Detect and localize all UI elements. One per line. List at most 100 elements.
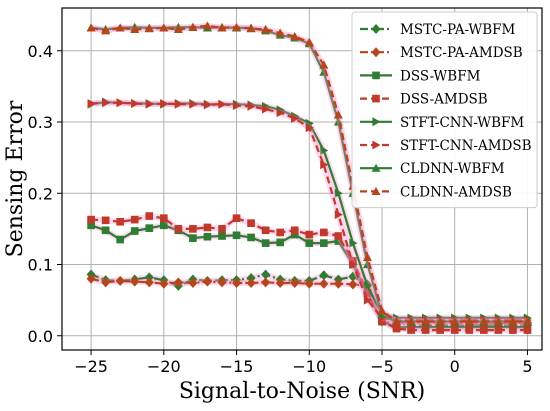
legend-marker <box>372 71 380 80</box>
data-point <box>334 232 343 240</box>
data-point <box>246 278 256 289</box>
y-tick-label: 0.0 <box>28 327 53 346</box>
x-tick-label: −5 <box>370 357 394 376</box>
data-point <box>319 270 329 281</box>
data-point <box>145 224 154 232</box>
data-point <box>276 108 285 118</box>
data-point <box>261 239 270 247</box>
y-axis-title: Sensing Error <box>3 100 28 257</box>
x-tick-label: −15 <box>220 357 254 376</box>
legend-label: STFT-CNN-WBFM <box>400 115 524 131</box>
data-point <box>144 277 154 288</box>
data-point <box>173 277 183 288</box>
data-point <box>363 281 372 291</box>
data-point <box>305 123 314 133</box>
data-point <box>188 278 198 289</box>
data-point <box>508 317 518 326</box>
series-cldnn-amdsb <box>86 21 532 326</box>
y-tick-label: 0.2 <box>28 184 53 203</box>
data-point <box>320 160 329 170</box>
data-point <box>189 234 197 242</box>
data-point <box>290 278 300 289</box>
series-dss-amdsb <box>87 212 532 334</box>
legend-label: DSS-WBFM <box>400 68 481 84</box>
data-point <box>276 238 285 247</box>
data-point <box>291 113 300 123</box>
x-tick-label: 5 <box>522 357 532 376</box>
data-point <box>102 98 111 108</box>
legend-label: CLDNN-WBFM <box>400 161 505 177</box>
data-point <box>304 37 314 46</box>
data-point <box>115 23 125 32</box>
x-tick-label: −25 <box>74 357 108 376</box>
data-point <box>275 278 285 289</box>
legend-label: DSS-AMDSB <box>400 92 488 108</box>
legend-label: STFT-CNN-AMDSB <box>400 138 532 154</box>
data-point <box>334 237 343 245</box>
data-point <box>87 215 95 224</box>
legend-item: MSTC-PA-AMDSB <box>360 45 523 61</box>
axis-ticks: −25 −20 −15 −10 −5 0 5 0.0 0.1 0.2 0.3 0.4 <box>28 42 533 376</box>
data-point <box>464 317 474 326</box>
legend-item: STFT-CNN-WBFM <box>360 115 524 131</box>
data-point <box>101 226 110 235</box>
data-point <box>494 326 503 334</box>
data-point <box>116 217 125 226</box>
data-point <box>87 98 96 108</box>
data-point <box>217 23 227 32</box>
data-point <box>232 231 241 240</box>
data-point <box>159 278 169 289</box>
legend-item: CLDNN-WBFM <box>360 161 505 177</box>
legend-marker <box>372 94 380 103</box>
legend-marker <box>372 140 381 150</box>
data-point <box>421 326 430 334</box>
data-point <box>435 317 445 326</box>
data-point <box>421 317 431 326</box>
data-point <box>232 214 241 223</box>
data-point <box>333 110 343 119</box>
data-point <box>189 99 198 109</box>
data-point <box>334 210 343 220</box>
data-point <box>362 252 372 261</box>
data-point <box>290 226 299 235</box>
x-tick-label: −20 <box>147 357 181 376</box>
data-point <box>522 317 532 326</box>
data-point <box>160 98 169 108</box>
data-point <box>101 26 111 35</box>
data-point <box>523 326 532 334</box>
data-point <box>334 188 343 198</box>
data-point <box>450 317 460 326</box>
data-point <box>159 221 168 230</box>
data-point <box>203 232 212 241</box>
data-point <box>232 101 242 111</box>
data-point <box>86 23 96 32</box>
legend-marker <box>371 163 381 172</box>
data-point <box>217 277 227 288</box>
data-point <box>275 28 285 37</box>
legend-marker <box>371 186 381 195</box>
data-point <box>144 24 154 33</box>
legend-box <box>351 11 538 209</box>
data-point <box>130 24 140 33</box>
legend-marker <box>371 24 381 34</box>
data-point <box>232 22 242 31</box>
data-point <box>202 21 212 30</box>
data-point <box>320 146 329 155</box>
data-point <box>115 275 125 286</box>
data-point <box>377 306 387 315</box>
data-point <box>392 317 402 326</box>
data-point <box>290 32 300 41</box>
legend-marker <box>371 47 381 58</box>
data-point <box>349 238 358 248</box>
legend-item: DSS-AMDSB <box>360 92 488 108</box>
y-tick-label: 0.4 <box>28 42 53 61</box>
legend: MSTC-PA-WBFM MSTC-PA-AMDSB DSS-WBFM DSS-AMD… <box>351 11 538 209</box>
data-point <box>116 235 125 244</box>
data-point <box>509 326 517 334</box>
data-point <box>305 230 314 239</box>
data-point <box>202 276 212 287</box>
data-point <box>130 215 139 224</box>
data-point <box>319 278 329 289</box>
data-point <box>290 230 299 239</box>
